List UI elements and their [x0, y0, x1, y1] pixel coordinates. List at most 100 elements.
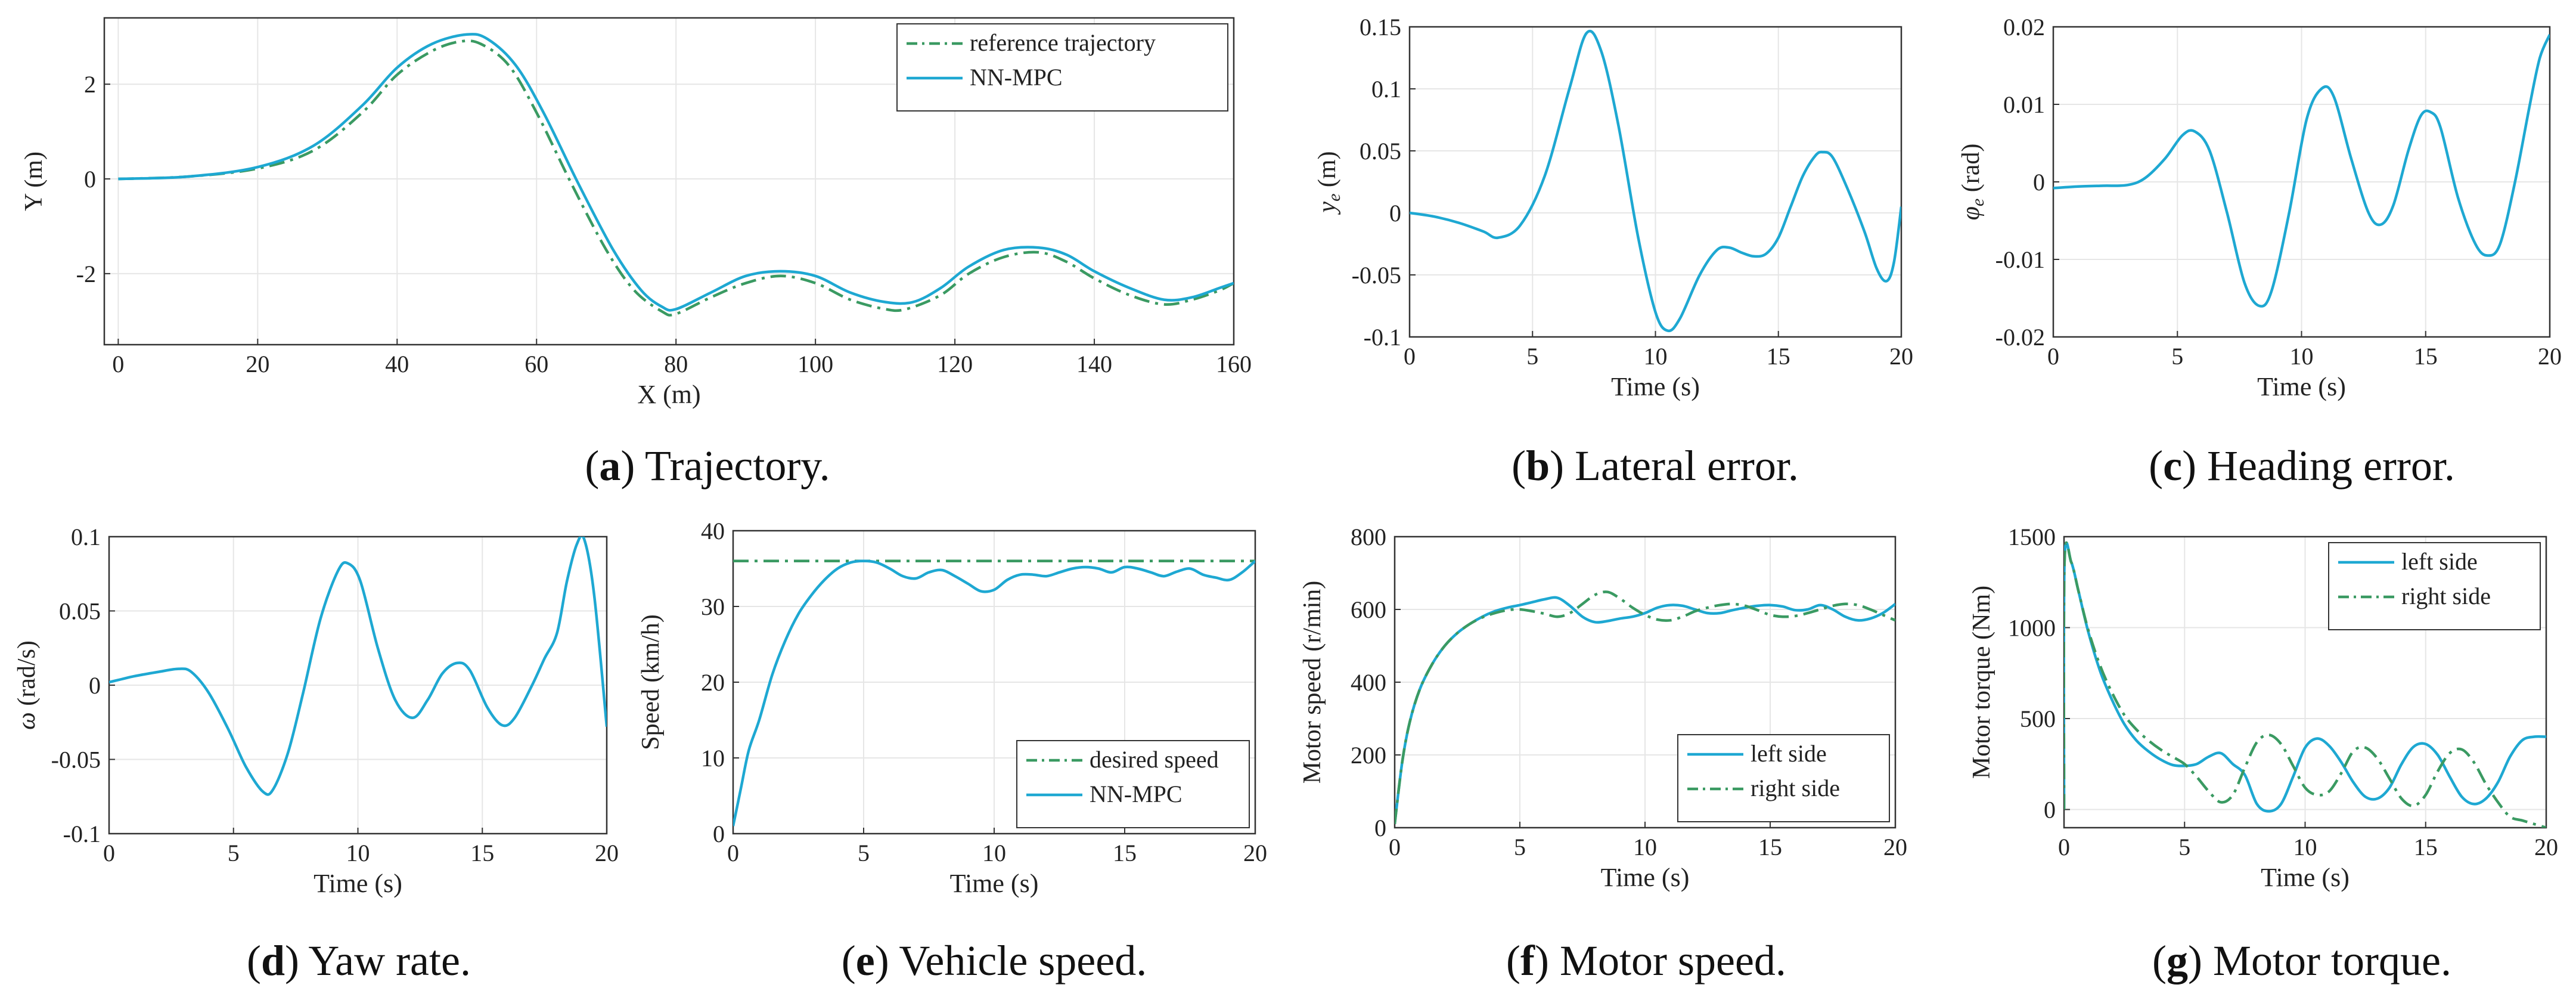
panel-a: 0 20 40 60 80 100 120 140 160 -2 0 2 X (m) Y (m) refer… — [20, 17, 1252, 490]
legend-label-a-0: reference trajectory — [970, 29, 1156, 56]
caption-e: (e) Vehicle speed. — [842, 937, 1147, 985]
series-line-b-0 — [1410, 30, 1901, 333]
panel-d: 0 5 10 15 20 -0.1 -0.05 0 0.05 0.1 Time (s) ω (rad/… — [13, 524, 619, 985]
ytick-label-g-1: 500 — [2020, 705, 2056, 732]
legend-label-f-1: right side — [1751, 775, 1840, 801]
ytick-label-a-2: 2 — [84, 71, 96, 98]
ytick-label-g-0: 0 — [2044, 797, 2056, 824]
xlabel-f: Time (s) — [1601, 863, 1690, 892]
xtick-label-g-1: 5 — [2178, 834, 2190, 860]
xtick-label-e-3: 15 — [1113, 840, 1137, 866]
ytick-label-f-2: 400 — [1351, 669, 1386, 696]
ytick-label-e-1: 10 — [701, 745, 725, 772]
ytick-label-d-4: 0.1 — [71, 524, 101, 550]
legend-label-a-1: NN-MPC — [970, 64, 1063, 91]
legend-label-e-0: desired speed — [1090, 746, 1219, 773]
xlabel-d: Time (s) — [314, 869, 402, 898]
series-line-d-0 — [109, 537, 607, 796]
ylabel-c: φe (rad) — [1957, 144, 1988, 221]
xlabel-e: Time (s) — [950, 869, 1039, 898]
xtick-label-d-1: 5 — [228, 840, 240, 866]
xtick-label-a-0: 0 — [112, 351, 124, 377]
ytick-label-g-2: 1000 — [2008, 615, 2056, 642]
xlabel-c: Time (s) — [2257, 372, 2346, 401]
ytick-label-e-4: 40 — [701, 518, 725, 544]
ytick-label-e-2: 20 — [701, 669, 725, 696]
panel-b: 0 5 10 15 20 -0.1 -0.05 0 0.05 0.1 0.15 Time (s) ye … — [1314, 14, 1913, 490]
ytick-label-b-5: 0.15 — [1360, 14, 1401, 41]
xtick-label-d-3: 15 — [470, 840, 494, 866]
ytick-label-c-1: -0.01 — [1995, 246, 2045, 273]
ytick-label-b-0: -0.1 — [1364, 324, 1401, 351]
xtick-label-f-0: 0 — [1389, 834, 1401, 860]
ylabel-a: Y (m) — [20, 151, 48, 211]
panel-c: 0 5 10 15 20 -0.02 -0.01 0 0.01 0.02 Time (s) φe (r… — [1957, 14, 2562, 490]
xtick-label-g-0: 0 — [2058, 834, 2070, 860]
caption-b: (b) Lateral error. — [1512, 442, 1799, 490]
series-line-a-0 — [118, 39, 1234, 317]
legend-a — [896, 23, 1228, 112]
panel-e: 0 5 10 15 20 0 10 20 30 40 Time (s) Speed (km/h) des… — [637, 518, 1267, 985]
ytick-label-c-2: 0 — [2033, 169, 2045, 196]
ylabel-d: ω (rad/s) — [13, 640, 41, 730]
legend-label-g-1: right side — [2401, 583, 2491, 609]
xtick-label-a-2: 40 — [385, 351, 409, 377]
ytick-label-e-0: 0 — [713, 821, 725, 847]
series-line-c-0 — [2053, 34, 2550, 308]
ytick-label-g-3: 1500 — [2008, 524, 2056, 550]
caption-f: (f) Motor speed. — [1506, 937, 1786, 985]
xtick-label-c-2: 10 — [2290, 343, 2314, 370]
ytick-label-f-0: 0 — [1374, 815, 1386, 841]
panel-g: 0 5 10 15 20 0 500 1000 1500 Time (s) Motor torque… — [1968, 524, 2558, 985]
caption-g: (g) Motor torque. — [2152, 937, 2451, 985]
xtick-label-d-0: 0 — [103, 840, 115, 866]
xtick-label-f-1: 5 — [1514, 834, 1526, 860]
xtick-label-a-7: 140 — [1076, 351, 1112, 377]
legend-e — [1016, 740, 1250, 828]
ytick-label-f-4: 800 — [1351, 524, 1386, 550]
xtick-label-e-1: 5 — [858, 840, 870, 866]
ytick-label-d-3: 0.05 — [59, 598, 101, 625]
xtick-label-f-2: 10 — [1633, 834, 1657, 860]
legend-g — [2328, 542, 2541, 630]
xtick-label-b-1: 5 — [1526, 343, 1538, 370]
xtick-label-a-8: 160 — [1216, 351, 1252, 377]
ytick-label-d-2: 0 — [89, 672, 101, 699]
xtick-label-a-1: 20 — [246, 351, 269, 377]
xtick-label-g-4: 20 — [2534, 834, 2558, 860]
series-line-g-1 — [2064, 541, 2546, 828]
xtick-label-g-3: 15 — [2414, 834, 2438, 860]
ytick-label-a-0: -2 — [76, 261, 96, 287]
ytick-label-f-1: 200 — [1351, 742, 1386, 769]
ytick-label-c-4: 0.02 — [2003, 14, 2045, 41]
xlabel-b: Time (s) — [1611, 372, 1700, 401]
xtick-label-a-6: 120 — [937, 351, 973, 377]
ylabel-g: Motor torque (Nm) — [1968, 586, 1995, 779]
xtick-label-c-1: 5 — [2171, 343, 2183, 370]
series-line-a-1 — [118, 33, 1234, 312]
xtick-label-c-4: 20 — [2538, 343, 2562, 370]
xlabel-a: X (m) — [637, 380, 700, 409]
axes-frame-a — [103, 17, 1235, 346]
xtick-label-c-0: 0 — [2047, 343, 2059, 370]
ylabel-f: Motor speed (r/min) — [1299, 581, 1326, 784]
xlabel-g: Time (s) — [2261, 863, 2350, 892]
xtick-label-b-0: 0 — [1404, 343, 1416, 370]
ytick-label-b-2: 0 — [1389, 200, 1401, 227]
xtick-label-c-3: 15 — [2414, 343, 2438, 370]
xtick-label-b-2: 10 — [1644, 343, 1668, 370]
xtick-label-a-3: 60 — [524, 351, 548, 377]
xtick-label-e-2: 10 — [982, 840, 1006, 866]
ytick-label-d-1: -0.05 — [51, 747, 101, 773]
caption-a: (a) Trajectory. — [585, 442, 830, 490]
ytick-label-b-4: 0.1 — [1371, 76, 1401, 103]
xtick-label-e-4: 20 — [1243, 840, 1267, 866]
ytick-label-b-3: 0.05 — [1360, 138, 1401, 165]
xtick-label-f-3: 15 — [1758, 834, 1782, 860]
ytick-label-c-3: 0.01 — [2003, 91, 2045, 118]
ytick-label-e-3: 30 — [701, 593, 725, 620]
xtick-label-d-4: 20 — [595, 840, 619, 866]
xtick-label-g-2: 10 — [2293, 834, 2317, 860]
